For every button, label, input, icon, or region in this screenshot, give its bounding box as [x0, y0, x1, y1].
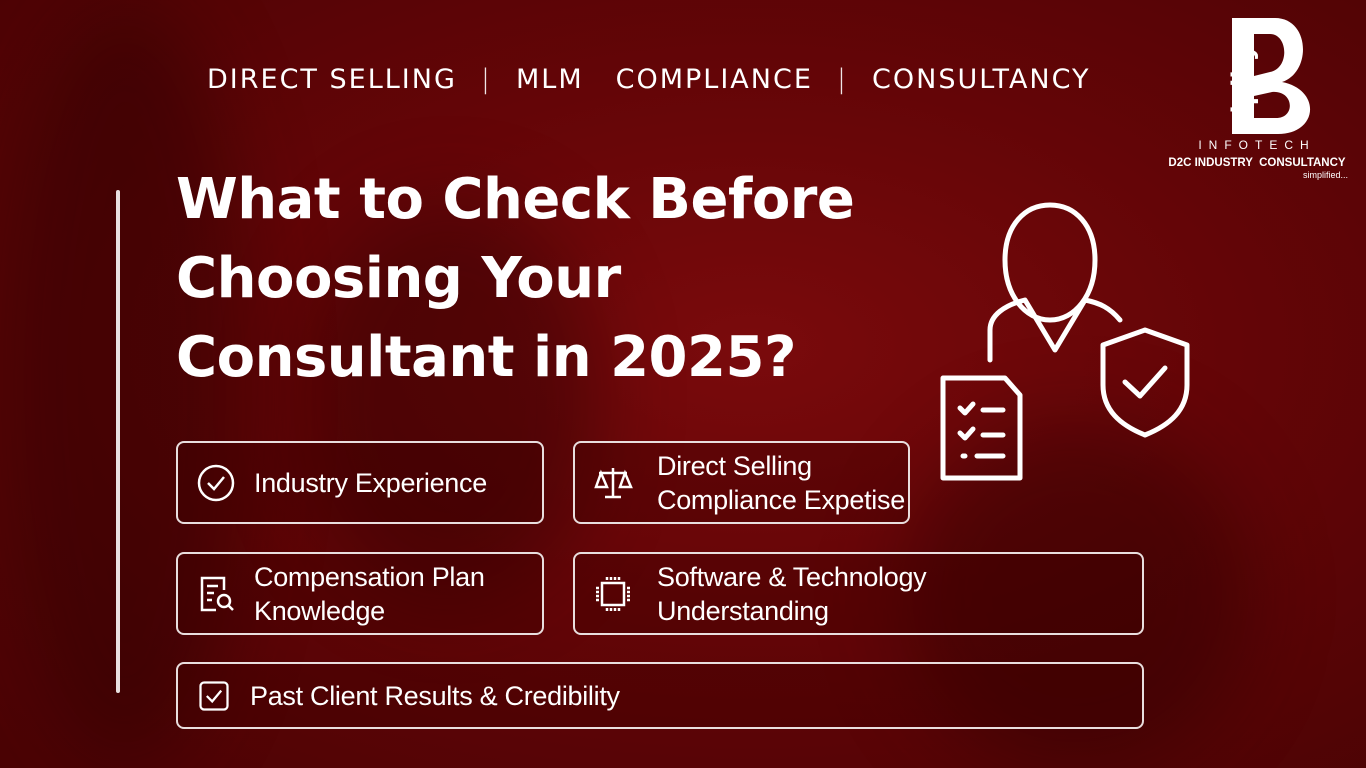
card-label: Compliance Expetise — [657, 484, 905, 515]
card-software-technology: Software & Technology Understanding — [573, 552, 1144, 635]
card-industry-experience: Industry Experience — [176, 441, 544, 524]
separator: | — [480, 64, 492, 95]
svg-text:INFOTECH: INFOTECH — [1198, 138, 1315, 152]
check-square-icon — [199, 680, 229, 711]
check-circle-icon — [197, 464, 235, 501]
scales-icon — [594, 467, 633, 498]
page-title: What to Check Before Choosing Your Consu… — [176, 160, 855, 397]
nav-direct-selling: DIRECT SELLING — [207, 64, 457, 95]
title-line: Consultant in 2025? — [176, 325, 796, 390]
top-navigation: DIRECT SELLING | MLM COMPLIANCE | CONSUL… — [207, 64, 1090, 95]
nav-consultancy: CONSULTANCY — [872, 64, 1091, 95]
card-label: Understanding — [657, 595, 829, 626]
card-compliance-expertise: Direct Selling Compliance Expetise — [573, 441, 910, 524]
card-label: Past Client Results & Credibility — [250, 680, 620, 711]
nav-compliance: COMPLIANCE — [615, 64, 813, 95]
card-compensation-plan: Compensation Plan Knowledge — [176, 552, 544, 635]
document-search-icon — [200, 576, 234, 611]
title-line: Choosing Your — [176, 246, 621, 311]
piplbyte-logo: piplbyte INFOTECH D2C INDUSTRY CONSULTAN… — [1160, 14, 1355, 188]
card-label: Compensation Plan — [254, 561, 485, 592]
chip-icon — [596, 576, 630, 611]
card-label: Knowledge — [254, 595, 385, 626]
card-label: Industry Experience — [254, 467, 487, 498]
nav-mlm: MLM — [515, 64, 584, 95]
card-label: Direct Selling — [657, 450, 812, 481]
card-past-client-results: Past Client Results & Credibility — [176, 662, 1144, 729]
separator: | — [836, 64, 849, 95]
card-label: Software & Technology — [657, 561, 927, 592]
title-line: What to Check Before — [176, 167, 855, 232]
vertical-divider — [116, 190, 120, 693]
svg-text:D2C INDUSTRY CONSULTANCY: D2C INDUSTRY CONSULTANCY — [1168, 157, 1346, 169]
consultant-illustration-icon — [935, 200, 1195, 489]
svg-text:simplified...: simplified... — [1303, 170, 1348, 180]
